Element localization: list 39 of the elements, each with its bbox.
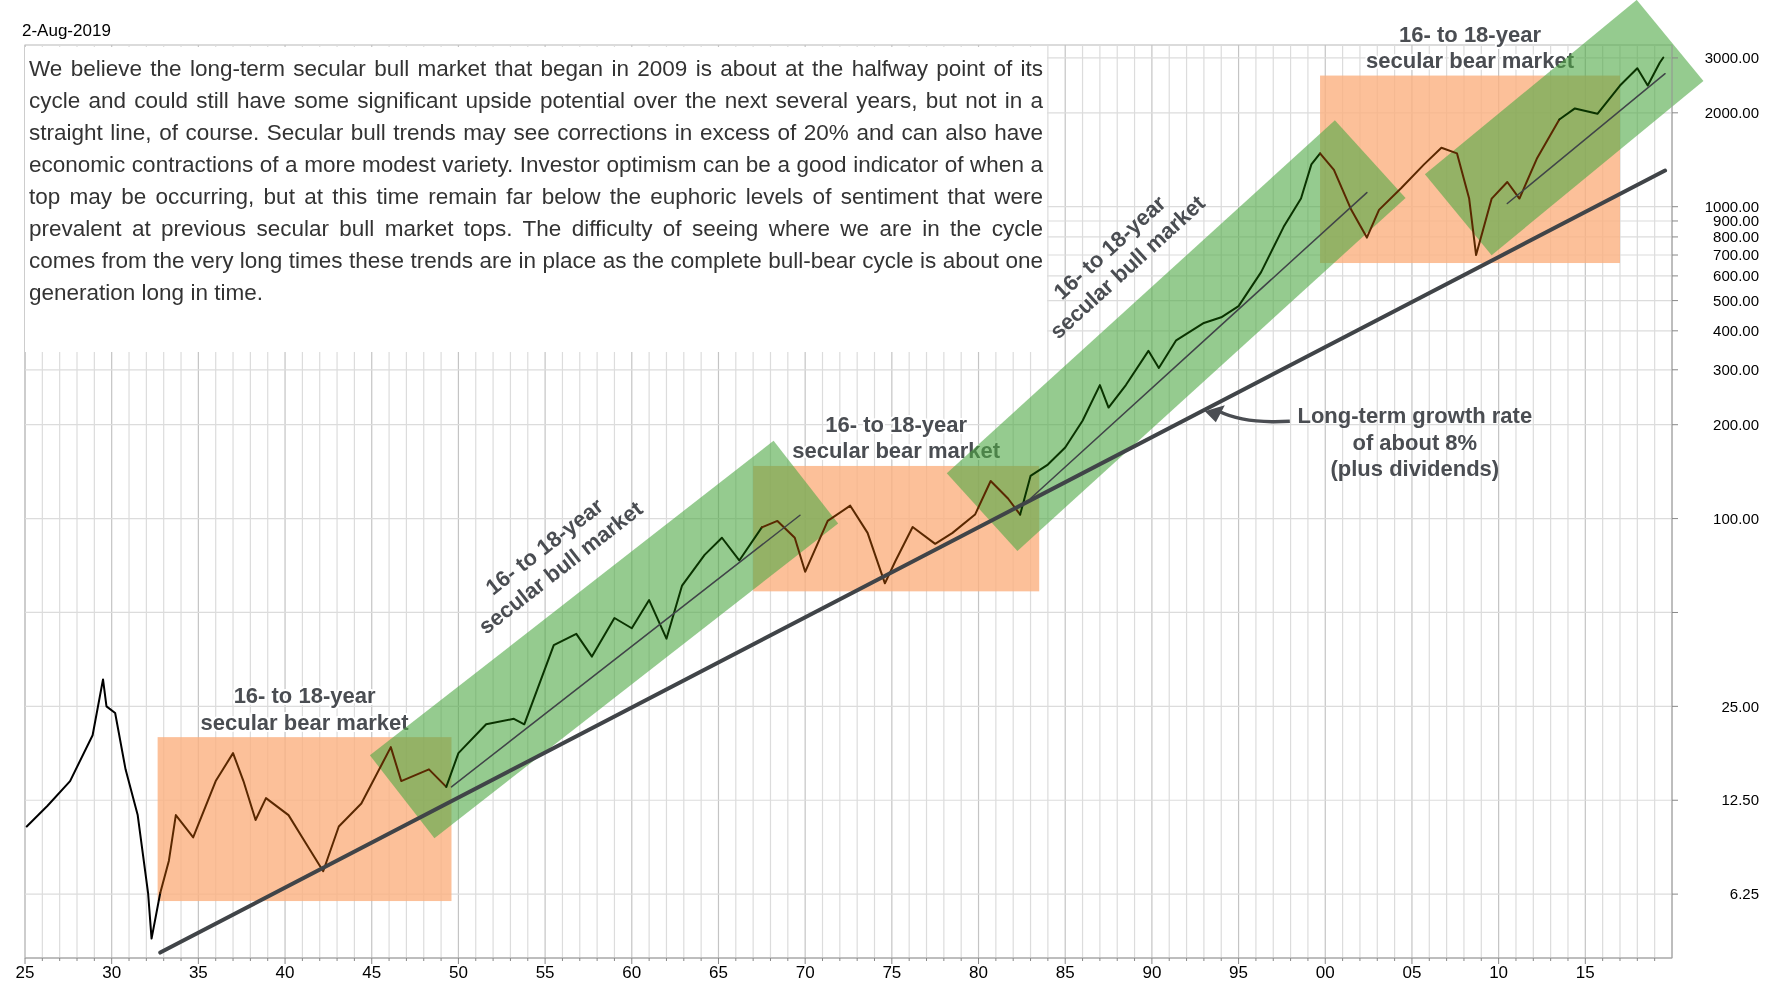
x-tick-label: 75 [882,963,902,981]
x-tick-label: 25 [15,963,35,981]
x-tick-label: 90 [1142,963,1162,981]
x-tick-label: 15 [1575,963,1595,981]
x-tick-label: 10 [1489,963,1509,981]
x-tick-label: 95 [1229,963,1249,981]
y-tick-label: 25.00 [1721,697,1759,715]
x-tick-label: 70 [795,963,815,981]
y-tick-label: 100.00 [1713,509,1759,527]
x-tick-label: 50 [448,963,468,981]
y-tick-label: 2000.00 [1704,104,1759,122]
x-tick-label: 30 [102,963,122,981]
y-tick-label: 400.00 [1713,322,1759,340]
text-panel: We believe the long-term secular bull market that began in 2009 is about at the halfway point of its cycle and could still have some significant upside potential over the next several years, but not in a straight line, of course. Secular bull trends may see corrections in excess of 20% and can also have economic contractions of a more modest variety. Investor optimism can be a good indicator of when a top may be occurring, but at this time remain far below the euphoric levels of sentiment that were prevalent at previous secular bull market tops. The difficulty of seeing where we are in the cycle comes from the very long times these trends are in place as the complete bull-bear cycle is about one generation long in time. [25,47,1047,352]
annotation: Long-term growth rate of about 8% (plus dividends) [1297,403,1533,482]
x-tick-label: 60 [622,963,642,981]
y-tick-label: 3000.00 [1704,49,1759,67]
y-tick-label: 1000.00 [1704,197,1759,215]
y-tick-label: 12.50 [1721,791,1759,809]
chart-subtitle: 2-Aug-2019 [22,21,111,40]
x-tick-label: 00 [1315,963,1335,981]
x-tick-label: 05 [1402,963,1422,981]
x-tick-label: 35 [188,963,208,981]
y-tick-label: 700.00 [1713,246,1759,264]
x-tick-label: 80 [969,963,988,981]
y-tick-label: 6.25 [1729,885,1759,903]
x-tick-label: 55 [535,963,555,981]
band-label: 16- to 18-year secular bear market [200,683,410,735]
x-tick-label: 85 [1055,963,1075,981]
y-tick-label: 900.00 [1713,212,1759,230]
y-tick-label: 600.00 [1713,267,1759,285]
y-tick-label: 500.00 [1713,291,1759,309]
x-tick-label: 65 [709,963,728,981]
y-tick-label: 200.00 [1713,415,1759,433]
annotation: We believe the long-term secular bull market that began in 2009 is about at the halfway point of its cycle and could still have some significant upside potential over the next several years, but not in a straight line, of course. Secular bull trends may see corrections in excess of 20% and can also have economic contractions of a more modest variety. Investor optimism can be a good indicator of when a top may be occurring, but at this time remain far below the euphoric levels of sentiment that were prevalent at previous secular bull market tops. The difficulty of seeing where we are in the cycle comes from the very long times these trends are in place as the complete bull-bear cycle is about one generation long in time. [29,55,1043,307]
x-tick-label: 40 [275,963,295,981]
x-tick-label: 45 [362,963,382,981]
y-tick-label: 800.00 [1713,228,1759,246]
y-tick-label: 300.00 [1713,361,1759,379]
